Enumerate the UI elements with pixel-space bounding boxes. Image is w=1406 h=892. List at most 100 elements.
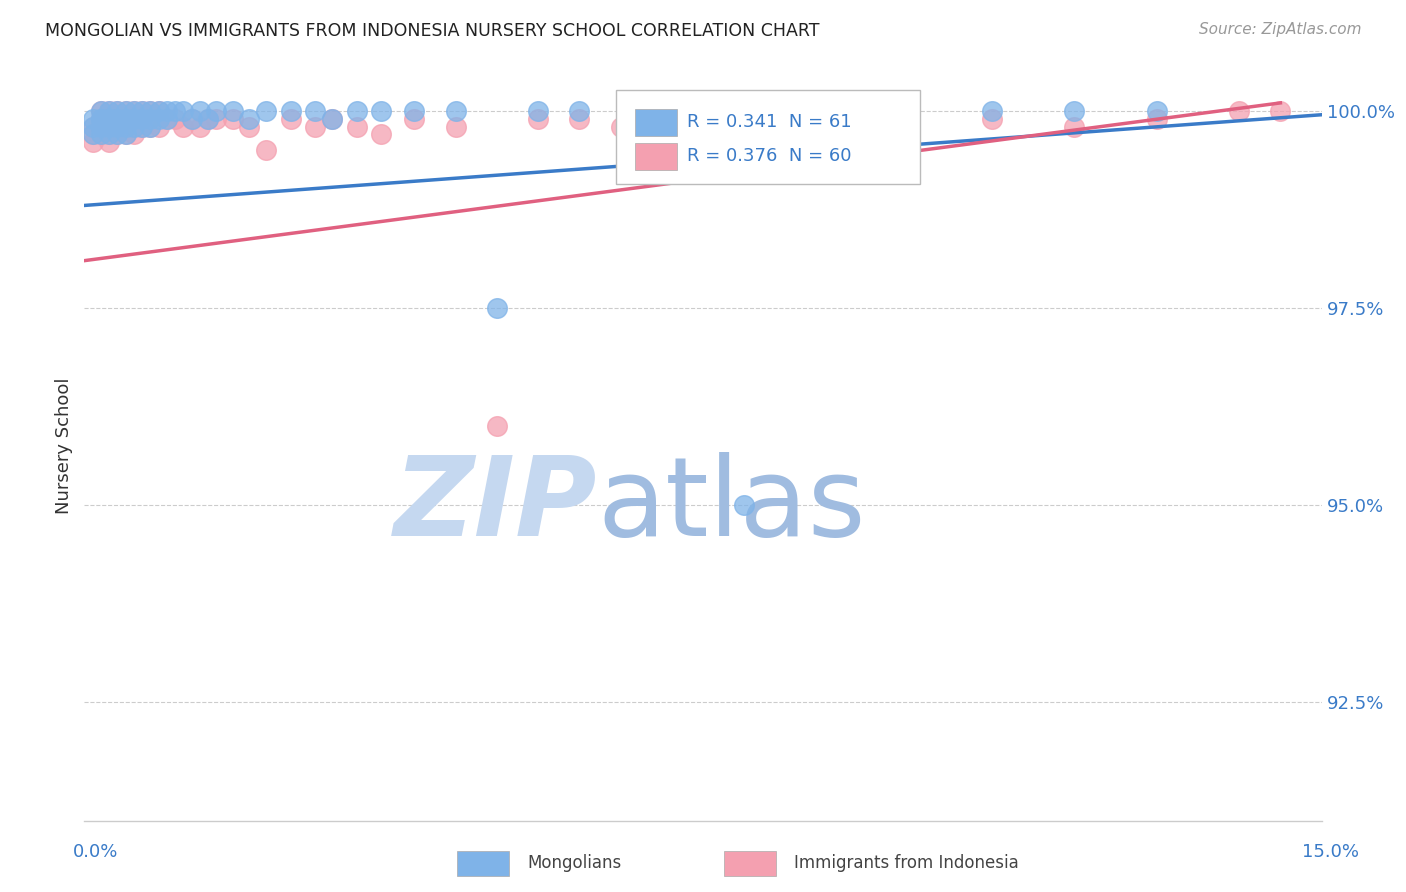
Point bbox=[1063, 120, 1085, 134]
Point bbox=[1227, 103, 1250, 118]
Point bbox=[404, 103, 426, 118]
Point bbox=[188, 103, 211, 118]
Point bbox=[98, 112, 121, 126]
Point bbox=[82, 136, 104, 150]
Point bbox=[165, 103, 187, 118]
Point bbox=[98, 136, 121, 150]
Y-axis label: Nursery School: Nursery School bbox=[55, 377, 73, 515]
Point bbox=[346, 120, 368, 134]
Point bbox=[105, 112, 128, 126]
Point bbox=[131, 112, 153, 126]
Point bbox=[222, 112, 245, 126]
Point bbox=[304, 120, 326, 134]
Point bbox=[139, 103, 162, 118]
Point bbox=[651, 112, 673, 126]
Text: MONGOLIAN VS IMMIGRANTS FROM INDONESIA NURSERY SCHOOL CORRELATION CHART: MONGOLIAN VS IMMIGRANTS FROM INDONESIA N… bbox=[45, 22, 820, 40]
Point bbox=[321, 112, 343, 126]
Point bbox=[156, 103, 179, 118]
Point bbox=[1063, 103, 1085, 118]
FancyBboxPatch shape bbox=[636, 109, 678, 136]
Point bbox=[90, 112, 112, 126]
Point bbox=[98, 128, 121, 142]
Point bbox=[1146, 112, 1168, 126]
Text: ZIP: ZIP bbox=[394, 452, 598, 559]
Point bbox=[197, 112, 219, 126]
Point bbox=[114, 103, 136, 118]
Point bbox=[90, 120, 112, 134]
Point bbox=[90, 103, 112, 118]
Point bbox=[114, 120, 136, 134]
Text: atlas: atlas bbox=[598, 452, 866, 559]
Point bbox=[205, 112, 228, 126]
Point bbox=[205, 103, 228, 118]
Point bbox=[105, 112, 128, 126]
Point bbox=[139, 103, 162, 118]
Point bbox=[148, 103, 170, 118]
Point bbox=[82, 120, 104, 134]
Point bbox=[139, 112, 162, 126]
Point bbox=[197, 112, 219, 126]
Point bbox=[82, 112, 104, 126]
Point bbox=[114, 103, 136, 118]
Point bbox=[131, 103, 153, 118]
Point bbox=[527, 112, 550, 126]
Point bbox=[148, 103, 170, 118]
Point bbox=[98, 103, 121, 118]
Point bbox=[90, 103, 112, 118]
Point bbox=[114, 128, 136, 142]
Point bbox=[105, 103, 128, 118]
Point bbox=[254, 143, 277, 157]
FancyBboxPatch shape bbox=[616, 90, 920, 184]
Point bbox=[346, 103, 368, 118]
Point bbox=[156, 112, 179, 126]
Point bbox=[90, 120, 112, 134]
Point bbox=[131, 120, 153, 134]
Point bbox=[90, 112, 112, 126]
Point bbox=[1270, 103, 1292, 118]
Point bbox=[105, 120, 128, 134]
Point bbox=[527, 103, 550, 118]
Point bbox=[148, 120, 170, 134]
Point bbox=[321, 112, 343, 126]
Point bbox=[165, 112, 187, 126]
Point bbox=[651, 103, 673, 118]
Point bbox=[105, 112, 128, 126]
Point bbox=[280, 112, 302, 126]
FancyBboxPatch shape bbox=[636, 143, 678, 169]
Point bbox=[90, 128, 112, 142]
Point bbox=[114, 128, 136, 142]
Point bbox=[139, 120, 162, 134]
Point bbox=[692, 120, 714, 134]
Point bbox=[222, 103, 245, 118]
Point bbox=[609, 120, 631, 134]
Point bbox=[188, 120, 211, 134]
Point bbox=[304, 103, 326, 118]
Point bbox=[733, 112, 755, 126]
Point bbox=[139, 120, 162, 134]
Point bbox=[238, 120, 260, 134]
Point bbox=[105, 120, 128, 134]
Text: R = 0.341  N = 61: R = 0.341 N = 61 bbox=[688, 113, 852, 131]
Point bbox=[568, 103, 591, 118]
Point bbox=[122, 112, 145, 126]
Point bbox=[485, 301, 508, 315]
Point bbox=[82, 128, 104, 142]
Point bbox=[122, 103, 145, 118]
Point bbox=[131, 120, 153, 134]
Text: Source: ZipAtlas.com: Source: ZipAtlas.com bbox=[1198, 22, 1361, 37]
Point bbox=[238, 112, 260, 126]
Point bbox=[156, 112, 179, 126]
Point bbox=[180, 112, 202, 126]
Point bbox=[568, 112, 591, 126]
Point bbox=[370, 103, 392, 118]
Point bbox=[98, 120, 121, 134]
Point bbox=[444, 120, 467, 134]
Point bbox=[280, 103, 302, 118]
Point bbox=[122, 120, 145, 134]
Point bbox=[90, 128, 112, 142]
Point bbox=[98, 112, 121, 126]
Point bbox=[898, 112, 921, 126]
Text: Mongolians: Mongolians bbox=[527, 855, 621, 872]
Point bbox=[172, 103, 194, 118]
Point bbox=[98, 120, 121, 134]
